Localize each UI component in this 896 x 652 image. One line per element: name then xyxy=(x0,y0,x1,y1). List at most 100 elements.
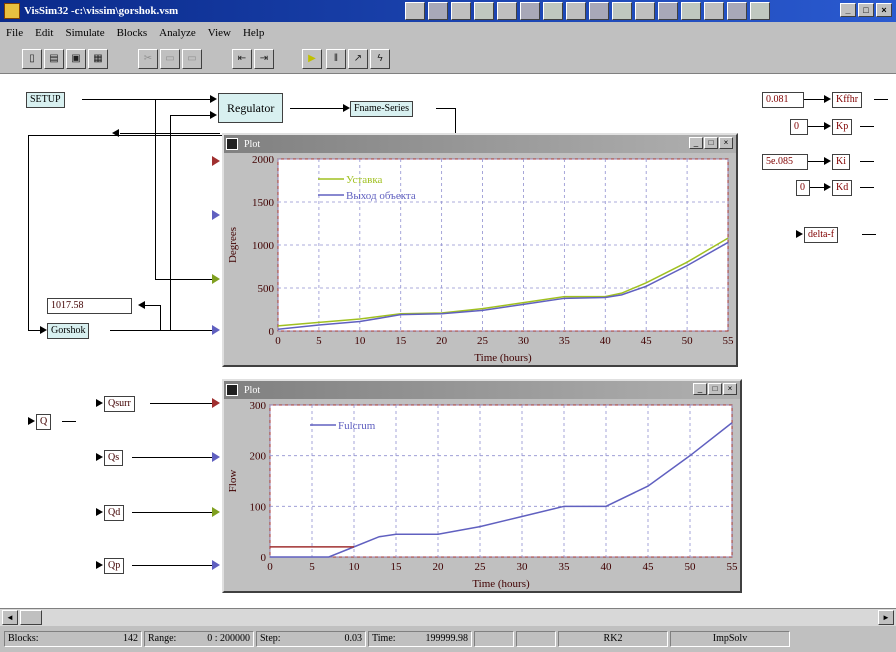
menu-edit[interactable]: Edit xyxy=(35,27,54,39)
wire xyxy=(110,330,212,331)
task-icon[interactable] xyxy=(635,2,655,20)
task-icon[interactable] xyxy=(727,2,747,20)
task-icon[interactable] xyxy=(566,2,586,20)
new-file-icon[interactable]: ▯ xyxy=(22,49,42,69)
display-value-block[interactable]: 1017.58 xyxy=(47,298,132,314)
minimize-button[interactable]: _ xyxy=(689,137,703,149)
wire-arrow xyxy=(96,508,103,516)
wire xyxy=(436,108,456,109)
close-button[interactable]: × xyxy=(876,3,892,17)
task-icon[interactable] xyxy=(520,2,540,20)
cut-icon[interactable]: ✂ xyxy=(138,49,158,69)
gorshok-block[interactable]: Gorshok xyxy=(47,323,90,339)
x-tick-label: 50 xyxy=(685,561,697,573)
align-left-icon[interactable]: ⇤ xyxy=(232,49,252,69)
task-icon[interactable] xyxy=(750,2,770,20)
maximize-button[interactable]: □ xyxy=(858,3,874,17)
kffhr-block[interactable]: Kffhr xyxy=(832,92,863,108)
menu-blocks[interactable]: Blocks xyxy=(116,27,148,39)
legend-entry: Выход объекта xyxy=(346,190,416,202)
plot-title-bar[interactable]: Plot xyxy=(224,381,740,399)
status-empty xyxy=(474,631,514,647)
plot-window-1[interactable]: Plot _ □ × 0 5 10 15 20 25 30 35 40 45 50 55 0 500 100… xyxy=(222,133,738,367)
scroll-right-button[interactable]: ► xyxy=(878,610,894,625)
maximize-button[interactable]: □ xyxy=(708,383,722,395)
input-port xyxy=(212,398,220,408)
wire-arrow xyxy=(138,301,145,309)
horizontal-scrollbar[interactable]: ◄ ► xyxy=(0,608,896,626)
y-axis-label: Degrees xyxy=(227,227,239,263)
wire-arrow xyxy=(210,111,217,119)
wire xyxy=(160,305,161,330)
qd-block[interactable]: Qd xyxy=(104,505,125,521)
taskbar-icons xyxy=(405,2,770,20)
print-icon[interactable]: ▦ xyxy=(88,49,108,69)
close-button[interactable]: × xyxy=(719,137,733,149)
copy-icon[interactable]: ▭ xyxy=(160,49,180,69)
menu-file[interactable]: File xyxy=(6,27,24,39)
task-icon[interactable] xyxy=(405,2,425,20)
plot-icon[interactable] xyxy=(226,138,238,150)
step-icon[interactable]: ↗ xyxy=(348,49,368,69)
task-icon[interactable] xyxy=(589,2,609,20)
app-icon[interactable] xyxy=(4,3,20,19)
wire-arrow xyxy=(96,453,103,461)
task-icon[interactable] xyxy=(543,2,563,20)
diagram-canvas[interactable]: SETUP Regulator Fname-Series 1017.58 Gor… xyxy=(0,75,896,608)
task-icon[interactable] xyxy=(704,2,724,20)
scroll-left-button[interactable]: ◄ xyxy=(2,610,18,625)
task-icon[interactable] xyxy=(428,2,448,20)
plot-title-bar[interactable]: Plot xyxy=(224,135,736,153)
fname-series-block[interactable]: Fname-Series xyxy=(350,101,413,117)
ki-block[interactable]: Ki xyxy=(832,154,850,170)
menu-help[interactable]: Help xyxy=(242,27,265,39)
input-port xyxy=(212,325,220,335)
menu-analyze[interactable]: Analyze xyxy=(159,27,196,39)
wire-arrow xyxy=(824,183,831,191)
scroll-thumb[interactable] xyxy=(20,610,42,625)
lightning-icon[interactable]: ϟ xyxy=(370,49,390,69)
task-icon[interactable] xyxy=(451,2,471,20)
kp-block[interactable]: Kp xyxy=(832,119,853,135)
open-file-icon[interactable]: ▤ xyxy=(44,49,64,69)
close-button[interactable]: × xyxy=(723,383,737,395)
task-icon[interactable] xyxy=(497,2,517,20)
menu-view[interactable]: View xyxy=(207,27,231,39)
kd-block[interactable]: Kd xyxy=(832,180,853,196)
status-blocks: Blocks: 142 xyxy=(4,631,142,647)
regulator-block[interactable]: Regulator xyxy=(218,93,284,123)
wire xyxy=(170,115,212,116)
minimize-button[interactable]: _ xyxy=(693,383,707,395)
constant-block[interactable]: 0 xyxy=(790,119,808,135)
constant-block[interactable]: 0 xyxy=(796,180,810,196)
run-icon[interactable]: ▶ xyxy=(302,49,322,69)
qs-block[interactable]: Qs xyxy=(104,450,124,466)
title-bar: VisSim32 -c:\vissim\gorshok.vsm _ □ × xyxy=(0,0,896,22)
q-block[interactable]: Q xyxy=(36,414,52,430)
setup-block[interactable]: SETUP xyxy=(26,92,65,108)
task-icon[interactable] xyxy=(474,2,494,20)
plot-window-2[interactable]: Plot _ □ × 0 5 10 15 20 25 30 35 40 45 50 55 0 100 200… xyxy=(222,379,742,593)
align-right-icon[interactable]: ⇥ xyxy=(254,49,274,69)
toolbar: ▯ ▤ ▣ ▦ ✂ ▭ ▭ ⇤ ⇥ ▶ ‖ ↗ ϟ xyxy=(0,44,896,74)
task-icon[interactable] xyxy=(681,2,701,20)
x-tick-label: 10 xyxy=(349,561,361,573)
pause-icon[interactable]: ‖ xyxy=(326,49,346,69)
wire-arrow xyxy=(210,95,217,103)
x-tick-label: 20 xyxy=(433,561,445,573)
task-icon[interactable] xyxy=(658,2,678,20)
menu-simulate[interactable]: Simulate xyxy=(65,27,105,39)
task-icon[interactable] xyxy=(612,2,632,20)
save-icon[interactable]: ▣ xyxy=(66,49,86,69)
constant-block[interactable]: 0.081 xyxy=(762,92,804,108)
delta-f-block[interactable]: delta-f xyxy=(804,227,839,243)
constant-block[interactable]: 5e.085 xyxy=(762,154,808,170)
paste-icon[interactable]: ▭ xyxy=(182,49,202,69)
plot-chart-1: 0 5 10 15 20 25 30 35 40 45 50 55 0 500 1000 1500 2000 Ti… xyxy=(224,153,736,365)
minimize-button[interactable]: _ xyxy=(840,3,856,17)
maximize-button[interactable]: □ xyxy=(704,137,718,149)
plot-icon[interactable] xyxy=(226,384,238,396)
qsurr-block[interactable]: Qsurr xyxy=(104,396,135,412)
qp-block[interactable]: Qp xyxy=(104,558,125,574)
wire xyxy=(860,187,874,188)
